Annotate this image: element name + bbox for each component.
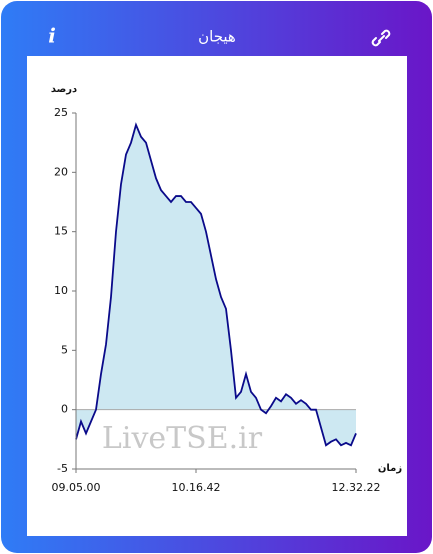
y-tick-label: 5 (61, 343, 68, 356)
y-tick-label: 10 (54, 284, 68, 297)
watermark: LiveTSE.ir (102, 421, 263, 456)
line (75, 122, 357, 447)
y-tick-label: -5 (57, 462, 68, 475)
y-tick-label: 20 (54, 165, 68, 178)
x-tick-label: 09.05.00 (52, 481, 101, 494)
info-button[interactable]: i (48, 24, 56, 48)
y-tick-label: 0 (61, 403, 68, 416)
x-axis-label: زمان (378, 463, 402, 474)
link-icon (381, 29, 391, 39)
x-tick-label: 10.16.42 (172, 481, 221, 494)
x-tick-label: 12.32.22 (332, 481, 381, 494)
y-tick-label: 15 (54, 225, 68, 238)
link-button[interactable] (371, 29, 391, 47)
header-title: هیجان (198, 28, 236, 46)
link-icon (378, 35, 385, 42)
link-icon (371, 37, 381, 47)
y-axis-label: درصد (51, 84, 77, 95)
area-fill (76, 124, 356, 446)
y-tick-label: 25 (54, 106, 68, 119)
